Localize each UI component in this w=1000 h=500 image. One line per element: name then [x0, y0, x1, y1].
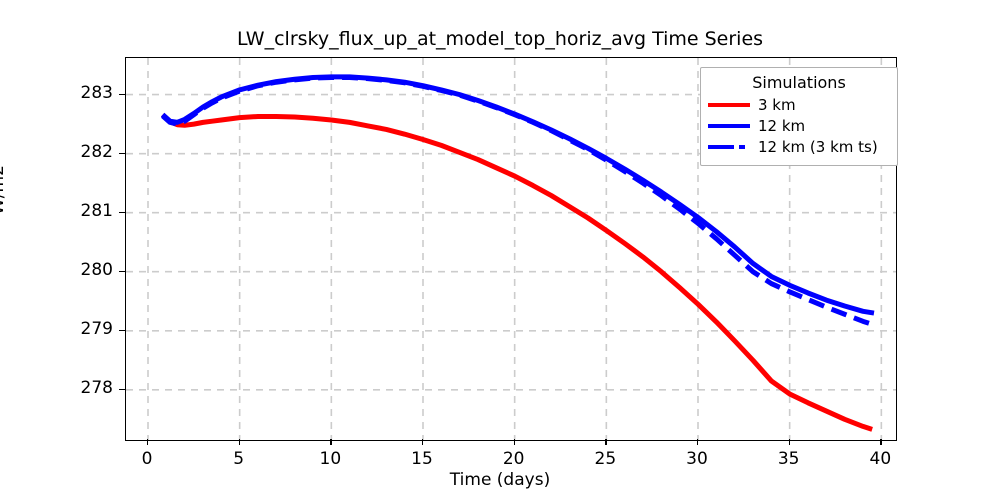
legend-swatch-icon — [708, 140, 750, 154]
y-tick-label: 280 — [80, 259, 113, 280]
x-tick-label: 20 — [502, 449, 525, 469]
x-tick-label: 30 — [686, 449, 708, 469]
y-tick-mark — [119, 270, 125, 273]
x-tick-mark — [788, 439, 791, 445]
x-tick-label: 35 — [777, 449, 800, 469]
y-tick-mark — [119, 93, 125, 95]
y-axis-label: W/m2 — [0, 165, 8, 215]
x-tick-label: 10 — [319, 449, 342, 469]
legend-item-label: 12 km (3 km ts) — [758, 137, 878, 156]
x-tick-mark — [422, 439, 424, 445]
legend-item-2[interactable]: 12 km (3 km ts) — [708, 136, 890, 157]
legend[interactable]: Simulations 3 km 12 km 12 km (3 km ts) — [700, 67, 898, 166]
legend-item-0[interactable]: 3 km — [708, 94, 890, 115]
x-tick-label: 40 — [869, 449, 892, 469]
x-tick-mark — [330, 439, 332, 445]
x-axis-label: Time (days) — [449, 470, 551, 490]
y-tick-label: 278 — [80, 377, 113, 398]
data-series-layer — [160, 74, 875, 432]
x-tick-mark — [513, 439, 516, 445]
legend-entries: 3 km 12 km 12 km (3 km ts) — [708, 94, 890, 157]
chart-title: LW_clrsky_flux_up_at_model_top_horiz_avg… — [236, 28, 764, 50]
x-tick-mark — [147, 439, 149, 445]
y-tick-label: 281 — [80, 200, 113, 221]
y-tick-mark — [119, 329, 125, 332]
legend-title: Simulations — [752, 73, 846, 92]
legend-item-label: 3 km — [758, 95, 796, 114]
x-tick-label: 5 — [233, 449, 245, 469]
x-tick-label: 25 — [594, 449, 617, 469]
legend-item-1[interactable]: 12 km — [708, 115, 890, 136]
y-tick-mark — [119, 388, 125, 391]
legend-swatch-icon — [708, 119, 750, 133]
y-tick-mark — [119, 152, 125, 155]
x-tick-mark — [238, 439, 241, 445]
x-tick-mark — [697, 439, 699, 445]
x-tick-label: 15 — [411, 449, 433, 469]
series-line-0 — [160, 112, 873, 432]
x-tick-label: 0 — [141, 449, 153, 469]
x-tick-mark — [880, 439, 882, 445]
y-tick-mark — [119, 211, 125, 214]
series-line-2 — [161, 74, 875, 328]
x-tick-mark — [605, 439, 607, 445]
legend-item-label: 12 km — [758, 116, 806, 135]
y-tick-label: 279 — [80, 318, 113, 339]
legend-swatch-icon — [708, 98, 750, 112]
y-tick-label: 282 — [80, 141, 113, 162]
y-tick-label: 283 — [80, 82, 113, 103]
